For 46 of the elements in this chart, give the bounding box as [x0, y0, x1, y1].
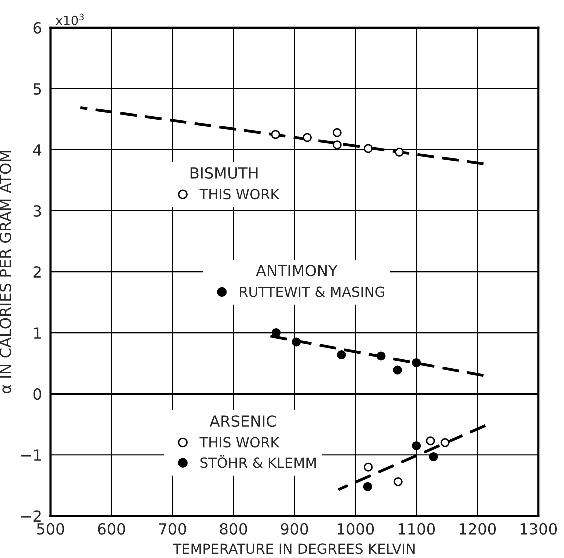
x-tick-label: 700	[159, 523, 186, 535]
y-tick-label: 1	[34, 328, 42, 339]
legend-label: THIS WORK	[200, 189, 280, 200]
point	[337, 350, 346, 360]
annotation: BISMUTH	[190, 167, 258, 179]
point	[292, 338, 302, 347]
point	[364, 462, 373, 472]
legend-label: STÖHR & KLEMM	[200, 455, 316, 468]
y-tick-label: 3	[34, 205, 42, 218]
annotation: ARSENIC	[210, 416, 276, 428]
point	[440, 438, 450, 448]
y-tick-label: −1	[22, 450, 42, 461]
point	[271, 130, 280, 140]
point	[376, 352, 386, 361]
x-tick-label: 900	[281, 523, 308, 535]
point	[332, 128, 342, 138]
x-tick-label: 800	[220, 523, 248, 535]
x-tick-label: 500	[37, 523, 64, 535]
point	[302, 133, 312, 142]
point	[412, 441, 422, 450]
point	[364, 144, 373, 154]
point	[429, 452, 438, 462]
annotation: ANTIMONY	[256, 265, 338, 277]
x-tick-label: 1300	[520, 523, 558, 535]
legend-label: RUTTEWIT & MASING	[240, 286, 384, 298]
y-tick-label: 5	[34, 84, 42, 95]
x-tick-label: 600	[98, 523, 126, 535]
x-axis-title: TEMPERATURE IN DEGREES KELVIN	[173, 544, 415, 554]
y-tick-label: 2	[34, 266, 41, 278]
y-tick-label: 6	[34, 22, 42, 34]
point	[426, 436, 436, 446]
text: x10$^{3}$	[56, 14, 84, 26]
point	[394, 477, 403, 486]
y-axis-title: α IN CALORIES PER GRAM ATOM	[0, 151, 12, 394]
y-tick-label: 4	[33, 144, 42, 156]
point	[363, 482, 372, 492]
point	[332, 140, 342, 150]
legend-label: THIS WORK	[200, 437, 280, 448]
point	[412, 358, 422, 368]
x-tick-label: 1200	[460, 523, 496, 535]
x-tick-label: 1000	[338, 523, 374, 535]
y-tick-label: 0	[34, 388, 42, 400]
point	[393, 366, 402, 375]
x-tick-label: 1100	[398, 523, 436, 535]
point	[395, 148, 404, 157]
y-tick-label: −2	[22, 510, 41, 522]
